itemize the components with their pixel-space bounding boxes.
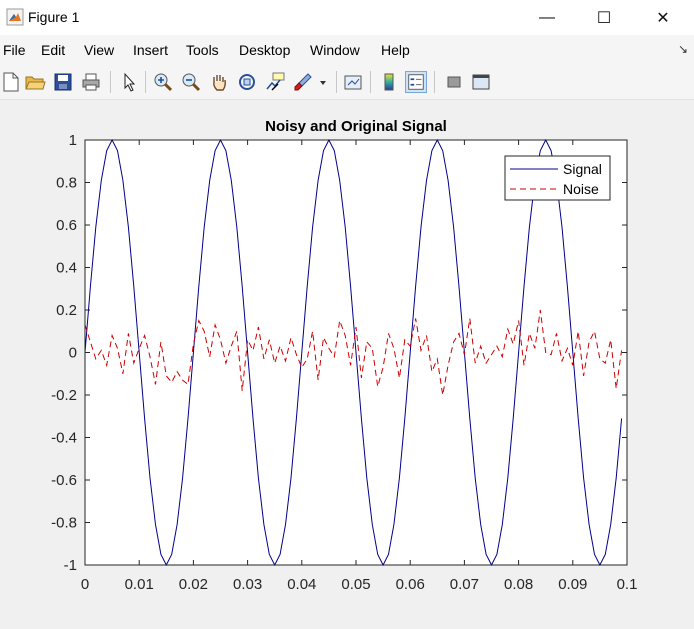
menu-window[interactable]: Window xyxy=(310,42,360,58)
figure-toolbar xyxy=(0,65,694,100)
x-tick-label: 0.03 xyxy=(233,576,262,593)
close-button[interactable]: ✕ xyxy=(656,9,670,27)
legend-label-signal: Signal xyxy=(563,161,602,177)
series-line-noise xyxy=(84,309,623,396)
x-tick-label: 0.1 xyxy=(617,576,638,593)
menu-view[interactable]: View xyxy=(84,42,115,58)
rotate-3d-icon[interactable] xyxy=(236,71,258,93)
y-tick-label: 0.4 xyxy=(56,260,77,277)
toolbar-separator xyxy=(336,71,337,93)
matlab-logo-icon xyxy=(6,8,24,26)
brush-dropdown-icon[interactable] xyxy=(316,71,330,93)
toolbar-separator xyxy=(370,71,371,93)
data-cursor-icon[interactable] xyxy=(264,71,286,93)
y-tick-label: -0.6 xyxy=(51,472,77,489)
series-line-signal xyxy=(84,138,623,567)
menu-bar: File Edit View Insert Tools Desktop Wind… xyxy=(0,35,694,65)
brush-icon[interactable] xyxy=(292,71,314,93)
new-figure-icon[interactable] xyxy=(0,71,22,93)
print-icon[interactable] xyxy=(80,71,102,93)
legend-label-noise: Noise xyxy=(563,181,599,197)
x-tick-label: 0.08 xyxy=(504,576,533,593)
line-chart[interactable]: 0 0.01 0.02 0.03 0.04 0.05 0.06 0.07 0.08 0.09 0.1… xyxy=(0,100,694,624)
y-tick-label: 1 xyxy=(69,132,77,149)
x-tick-label: 0.01 xyxy=(125,576,154,593)
menu-file[interactable]: File xyxy=(3,42,26,58)
y-tick-label: 0.6 xyxy=(56,217,77,234)
show-plot-tools-icon[interactable] xyxy=(470,71,492,93)
x-tick-label: 0.02 xyxy=(179,576,208,593)
menu-tools[interactable]: Tools xyxy=(186,42,219,58)
legend[interactable]: Signal Noise xyxy=(504,155,611,201)
open-file-icon[interactable] xyxy=(24,71,46,93)
y-tick-label: 0.2 xyxy=(56,302,77,319)
maximize-button[interactable]: ☐ xyxy=(596,9,612,27)
y-tick-label: -0.2 xyxy=(51,387,77,404)
menu-insert[interactable]: Insert xyxy=(133,42,169,58)
edit-plot-arrow-icon[interactable] xyxy=(118,71,140,93)
link-plot-icon[interactable] xyxy=(342,71,364,93)
toolbar-separator xyxy=(145,71,146,93)
y-tick-label: -0.8 xyxy=(51,515,77,532)
hide-plot-tools-icon[interactable] xyxy=(443,71,465,93)
menu-desktop[interactable]: Desktop xyxy=(239,42,291,58)
tick-layer: 0 0.01 0.02 0.03 0.04 0.05 0.06 0.07 0.08 0.09 0.1… xyxy=(51,132,637,593)
save-icon[interactable] xyxy=(52,71,74,93)
x-tick-label: 0.06 xyxy=(396,576,425,593)
y-tick-label: -1 xyxy=(64,557,77,574)
figure-canvas: 0 0.01 0.02 0.03 0.04 0.05 0.06 0.07 0.08 0.09 0.1… xyxy=(0,100,694,624)
legend-box xyxy=(504,155,611,201)
toolbar-separator xyxy=(434,71,435,93)
pan-hand-icon[interactable] xyxy=(208,71,230,93)
series-layer xyxy=(84,138,623,567)
window-title: Figure 1 xyxy=(28,9,80,25)
y-tick-label: 0 xyxy=(69,345,77,362)
toolbar-separator xyxy=(110,71,111,93)
y-tick-label: 0.8 xyxy=(56,175,77,192)
x-tick-label: 0.07 xyxy=(450,576,479,593)
insert-legend-icon[interactable] xyxy=(405,71,427,93)
x-tick-label: 0.04 xyxy=(287,576,316,593)
menu-help[interactable]: Help xyxy=(381,42,410,58)
x-tick-label: 0 xyxy=(81,576,89,593)
window-titlebar: Figure 1 — ☐ ✕ xyxy=(0,0,694,35)
dock-arrow-icon[interactable]: ↘ xyxy=(677,42,688,56)
x-tick-label: 0.05 xyxy=(341,576,370,593)
y-tick-label: -0.4 xyxy=(51,430,77,447)
zoom-in-icon[interactable] xyxy=(152,71,174,93)
minimize-button[interactable]: — xyxy=(539,8,555,26)
insert-colorbar-icon[interactable] xyxy=(378,71,400,93)
chart-title: Noisy and Original Signal xyxy=(265,118,447,135)
menu-edit[interactable]: Edit xyxy=(41,42,66,58)
x-tick-label: 0.09 xyxy=(558,576,587,593)
zoom-out-icon[interactable] xyxy=(180,71,202,93)
